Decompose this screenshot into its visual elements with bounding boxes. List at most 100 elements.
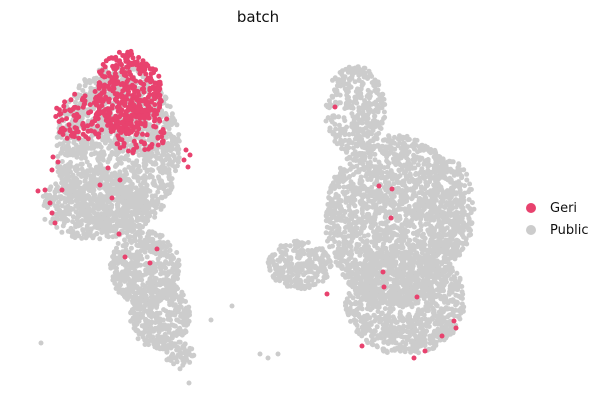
point-public — [394, 177, 400, 183]
point-public — [131, 205, 137, 210]
point-public — [413, 202, 419, 208]
point-public — [434, 161, 440, 166]
point-public — [120, 261, 126, 267]
point-public — [144, 254, 150, 260]
point-public — [338, 83, 344, 89]
point-public — [356, 67, 362, 73]
point-public — [60, 223, 66, 229]
point-public — [136, 224, 142, 230]
point-public — [357, 158, 363, 164]
point-public — [139, 292, 145, 298]
point-public — [130, 300, 136, 306]
point-public — [337, 127, 343, 132]
point-public — [415, 149, 421, 155]
point-public — [327, 126, 333, 132]
point-public — [126, 250, 132, 255]
point-public — [358, 174, 364, 180]
point-public — [351, 157, 357, 163]
point-public — [328, 208, 334, 214]
point-public — [332, 250, 338, 256]
point-public — [366, 100, 372, 106]
point-public — [323, 218, 329, 224]
point-public — [144, 210, 150, 216]
point-public — [401, 238, 407, 243]
point-public — [372, 113, 377, 119]
point-public — [127, 234, 133, 240]
point-public — [137, 239, 143, 244]
point-public — [76, 233, 82, 239]
point-public — [135, 229, 141, 235]
point-public — [389, 193, 395, 199]
point-public — [346, 203, 352, 209]
point-public — [392, 134, 397, 140]
point-public — [161, 240, 166, 246]
point-public — [333, 175, 339, 181]
point-public — [409, 195, 415, 201]
point-public — [138, 303, 144, 309]
point-public — [131, 234, 137, 240]
point-public — [329, 226, 335, 232]
point-public — [124, 241, 130, 247]
point-public — [375, 87, 381, 93]
point-public — [362, 105, 368, 111]
point-public — [330, 94, 336, 100]
point-public — [142, 237, 148, 243]
point-public — [55, 154, 61, 159]
point-public — [355, 129, 361, 135]
point-public — [88, 152, 94, 158]
point-public — [115, 173, 120, 179]
point-public — [405, 144, 411, 150]
point-public — [325, 238, 330, 244]
point-public — [403, 217, 409, 223]
point-public — [352, 151, 358, 157]
point-public — [142, 284, 148, 290]
point-public — [185, 349, 191, 355]
point-public — [431, 166, 437, 172]
point-public — [122, 219, 128, 225]
point-public — [143, 151, 149, 157]
point-public — [388, 283, 394, 289]
point-public — [425, 162, 431, 168]
point-public — [171, 361, 177, 367]
point-public — [154, 287, 159, 293]
point-public — [109, 190, 115, 196]
point-public — [125, 277, 131, 283]
point-public — [157, 318, 163, 324]
point-public — [81, 111, 87, 117]
point-public — [391, 181, 397, 187]
point-public — [340, 189, 346, 195]
point-public — [179, 320, 185, 325]
point-public — [180, 292, 186, 298]
point-public — [76, 171, 82, 177]
point-public — [86, 218, 92, 224]
point-public — [153, 205, 159, 211]
point-public — [175, 294, 180, 300]
point-public — [160, 162, 166, 168]
point-public — [350, 172, 356, 178]
point-public — [350, 145, 356, 151]
point-public — [94, 231, 100, 237]
point-public — [141, 306, 147, 312]
point-public — [134, 328, 140, 334]
point-public — [73, 99, 78, 105]
point-public — [369, 193, 374, 199]
point-public — [344, 189, 350, 195]
point-public — [340, 213, 346, 219]
point-public — [333, 135, 339, 140]
point-public — [114, 148, 120, 154]
point-public — [127, 192, 133, 198]
point-public — [362, 253, 368, 258]
point-public — [66, 177, 72, 183]
point-public — [367, 247, 373, 253]
point-public — [175, 345, 181, 350]
point-public — [340, 75, 346, 81]
point-public — [347, 77, 353, 83]
point-public — [134, 317, 139, 323]
point-public — [120, 274, 126, 280]
point-public — [382, 114, 388, 120]
point-public — [57, 207, 63, 213]
point-public — [382, 201, 388, 207]
point-public — [174, 284, 179, 290]
point-public — [342, 209, 348, 214]
point-public — [41, 203, 47, 208]
